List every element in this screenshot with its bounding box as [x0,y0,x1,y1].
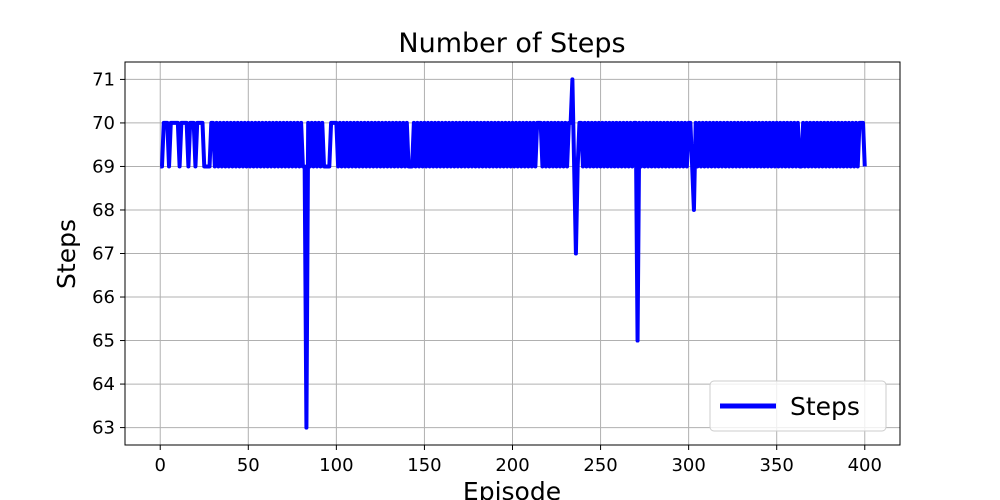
y-tick-label: 70 [92,113,115,134]
x-tick-label: 50 [237,455,260,476]
x-tick-label: 0 [155,455,166,476]
x-tick-label: 400 [848,455,882,476]
plot-frame [124,61,901,446]
x-tick-label: 100 [319,455,353,476]
y-tick-label: 71 [92,69,115,90]
y-tick-label: 69 [92,156,115,177]
line-series [159,77,867,430]
legend-label: Steps [790,392,860,421]
legend-box [709,380,887,432]
y-tick-label: 63 [92,418,115,439]
x-tick-label: 250 [583,455,617,476]
x-tick-label: 350 [760,455,794,476]
y-tick-label: 65 [92,331,115,352]
y-tick-label: 66 [92,287,115,308]
chart-title: Number of Steps [398,28,625,59]
x-axis-label: Episode [463,477,561,500]
x-tick-label: 200 [495,455,529,476]
x-tick-label: 150 [407,455,441,476]
y-tick-label: 64 [92,374,115,395]
y-tick-label: 68 [92,200,115,221]
y-tick-label: 67 [92,244,115,265]
y-axis-label: Steps [52,219,81,289]
x-tick-label: 300 [671,455,705,476]
